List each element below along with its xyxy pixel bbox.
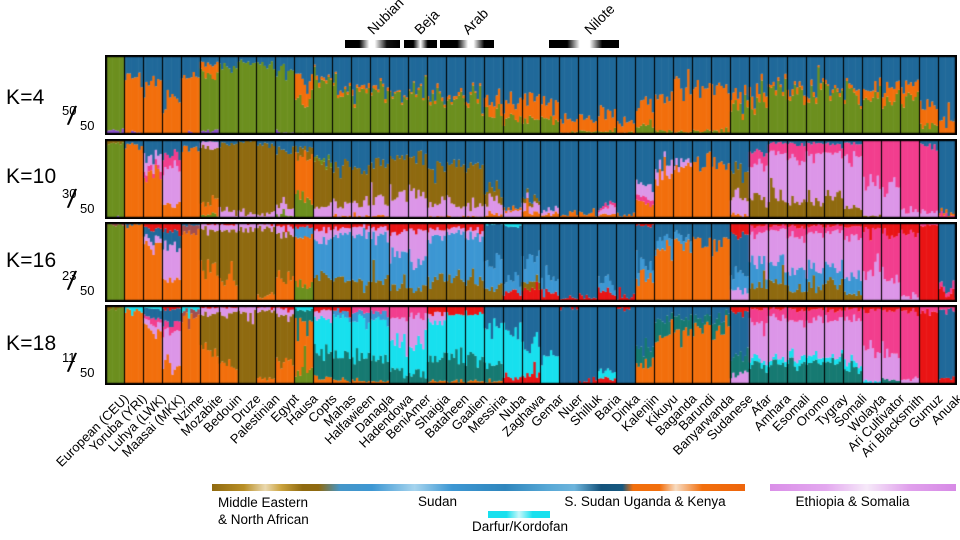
k4-row-label: K=4	[6, 86, 45, 109]
admixture-row-k10	[105, 139, 957, 219]
legend-label-ssudan: S. Sudan Uganda & Kenya	[564, 494, 726, 509]
beja-group-label: Beja	[411, 6, 443, 38]
legend-label-ethiopia: Ethiopia & Somalia	[795, 494, 910, 509]
fraction-numerator: 30	[62, 186, 77, 201]
admixture-row-k4	[105, 55, 957, 135]
legend-label-mena: Middle Eastern & North African	[218, 494, 309, 528]
legend-gradient-ethiopia	[770, 484, 956, 491]
legend-label-mena-line1: Middle Eastern	[218, 495, 309, 510]
fraction-denominator: 50	[80, 283, 95, 298]
legend-gradient-darfur	[488, 511, 550, 518]
k18-row-label: K=18	[6, 332, 57, 355]
legend-label-darfur: Darfur/Kordofan	[471, 519, 569, 534]
nubian-group-bar	[345, 40, 400, 48]
fraction-numerator: 11	[62, 350, 76, 365]
admixture-row-k18	[105, 305, 957, 385]
fraction-denominator: 50	[80, 201, 95, 216]
k4-replicate-fraction: 50/50	[58, 101, 102, 143]
nilote-group-label: Nilote	[581, 0, 618, 38]
k10-row-label: K=10	[6, 165, 57, 188]
k18-replicate-fraction: 11/50	[58, 348, 102, 390]
nubian-group-label: Nubian	[364, 0, 407, 38]
admixture-row-k16	[105, 222, 957, 302]
fraction-denominator: 50	[80, 365, 95, 380]
fraction-denominator: 50	[80, 118, 95, 133]
fraction-numerator: 23	[62, 268, 77, 283]
fraction-numerator: 50	[62, 103, 77, 118]
arab-group-label: Arab	[459, 5, 492, 38]
legend-label-mena-line2: & North African	[218, 512, 309, 527]
arab-group-bar	[440, 40, 494, 48]
legend-label-sudan: Sudan	[417, 494, 458, 509]
beja-group-bar	[404, 40, 437, 48]
legend-gradient-mena-sudan-ssudan	[212, 484, 745, 491]
k16-replicate-fraction: 23/50	[58, 266, 102, 308]
k16-row-label: K=16	[6, 249, 57, 272]
nilote-group-bar	[549, 40, 619, 48]
k10-replicate-fraction: 30/50	[58, 184, 102, 226]
